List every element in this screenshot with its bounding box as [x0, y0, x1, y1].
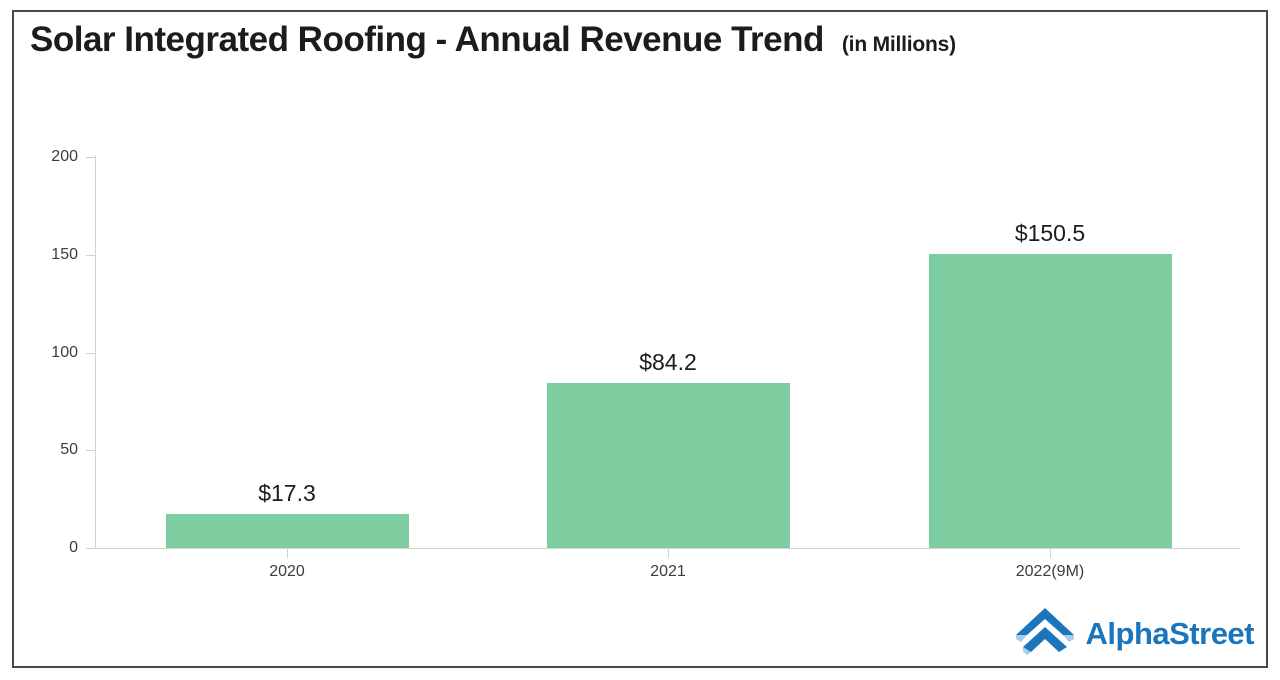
x-category-label: 2021: [650, 563, 686, 580]
bar-value-label: $84.2: [639, 349, 697, 375]
x-axis-line: [95, 548, 1240, 549]
bar-value-label: $150.5: [1014, 220, 1086, 246]
bar: [165, 514, 409, 548]
y-tick-label: 0: [69, 539, 78, 556]
y-tick-label: 150: [51, 246, 78, 263]
y-tick-label: 100: [51, 344, 78, 361]
y-axis-line: [95, 155, 96, 548]
y-tick: [86, 548, 95, 549]
y-tick-label: 50: [60, 441, 78, 458]
x-tick: [668, 549, 669, 558]
chart-title: Solar Integrated Roofing - Annual Revenu…: [30, 20, 824, 59]
x-category-label: 2022(9M): [1015, 563, 1085, 580]
alphastreet-logo: AlphaStreet: [1013, 606, 1255, 662]
y-tick-label: 200: [51, 148, 78, 165]
title-row: Solar Integrated Roofing - Annual Revenu…: [30, 20, 956, 60]
chart-subtitle: (in Millions): [841, 33, 956, 56]
alphastreet-roof-icon: [1015, 608, 1074, 655]
y-tick: [86, 157, 95, 158]
bar: [928, 254, 1172, 548]
x-category-label: 2020: [269, 563, 305, 580]
y-tick: [86, 255, 95, 256]
x-tick: [287, 549, 288, 558]
alphastreet-logo-text: AlphaStreet: [1085, 616, 1255, 651]
bar-value-label: $17.3: [258, 480, 316, 506]
x-tick: [1050, 549, 1051, 558]
bar: [546, 383, 790, 548]
y-tick: [86, 450, 95, 451]
y-tick: [86, 353, 95, 354]
